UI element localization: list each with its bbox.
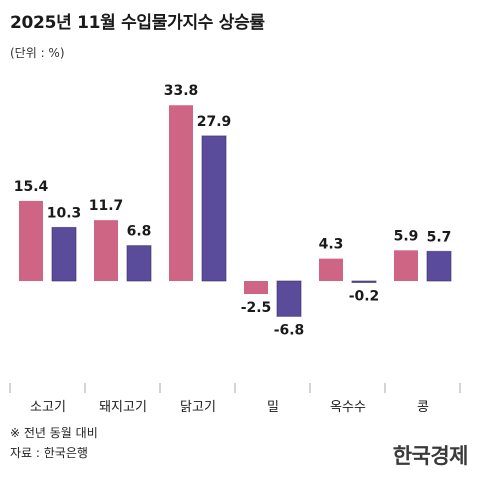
bar-2-series-1 [94, 220, 118, 281]
chart-title: 2025년 11월 수입물가지수 상승률 [10, 13, 265, 33]
bar-value-label: 11.7 [89, 198, 124, 214]
bar-value-label: 10.3 [47, 205, 82, 221]
bar-1-series-1 [19, 200, 43, 281]
bar-value-label: 27.9 [197, 114, 232, 130]
bar-3-series-2 [201, 135, 227, 282]
category-label: 소고기 [30, 400, 66, 415]
category-label: 밀 [267, 400, 279, 415]
bar-6-series-1 [394, 250, 418, 281]
bar-2-series-2 [126, 245, 152, 282]
bar-4-series-2 [276, 280, 302, 317]
unit-label: (단위 : %) [10, 46, 65, 60]
bar-value-label: 5.9 [394, 228, 419, 244]
bar-value-label: 5.7 [427, 229, 452, 245]
bar-6-series-2 [426, 250, 452, 282]
bar-1-series-2 [51, 226, 77, 282]
bar-value-label: 15.4 [14, 179, 49, 195]
bar-value-label: -2.5 [241, 300, 272, 316]
bar-3-series-1 [169, 105, 193, 282]
bar-value-label: 33.8 [164, 83, 199, 99]
category-label: 닭고기 [180, 400, 216, 415]
bar-value-label: 4.3 [319, 237, 344, 253]
bar-4-series-1 [244, 281, 268, 294]
bar-5-series-1 [319, 258, 343, 281]
category-label: 돼지고기 [99, 400, 147, 415]
bar-chart: 15.4 10.3 11.76.8 33.8 27.9 -2.5-6.8 4.3 -0.2 5.… [9, 83, 461, 415]
bar-5-series-2 [351, 280, 377, 283]
category-labels-group: 소고기 돼지고기 닭고기 밀 옥수수 콩 [30, 400, 429, 415]
bar-value-label: -0.2 [349, 289, 380, 305]
category-label: 콩 [417, 400, 429, 415]
brand-logo: 한국경제 [392, 443, 469, 468]
bar-value-label: 6.8 [127, 224, 152, 240]
footnote: ※ 전년 동월 대비 [10, 426, 98, 440]
bar-value-label: -6.8 [274, 322, 305, 338]
axis-group [9, 383, 461, 393]
source-note: 자료 : 한국은행 [10, 446, 88, 460]
bars-group [19, 105, 452, 317]
category-label: 옥수수 [330, 400, 366, 415]
bar-labels-group: 15.4 10.3 11.76.8 33.8 27.9 -2.5-6.8 4.3 -0.2 5.… [14, 83, 452, 338]
